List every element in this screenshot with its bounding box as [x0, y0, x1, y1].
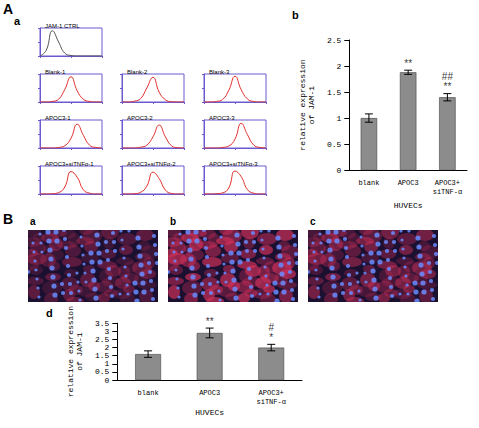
svg-text:relative expression: relative expression: [66, 306, 75, 397]
html-text:c: c: [310, 216, 316, 227]
svg-text:Blank-1: Blank-1: [45, 69, 66, 75]
svg-text:0: 0: [104, 376, 109, 385]
svg-text:**: **: [443, 81, 451, 92]
svg-text:of JAM-1: of JAM-1: [75, 332, 84, 371]
svg-text:APOC3: APOC3: [398, 179, 419, 187]
svg-text:0: 0: [336, 166, 341, 175]
svg-text:APOC3-1: APOC3-1: [45, 115, 71, 121]
html-text:a: a: [14, 15, 21, 27]
svg-text:APOC3-2: APOC3-2: [127, 115, 153, 121]
svg-text:Blank-3: Blank-3: [209, 69, 230, 75]
svg-text:relative expression: relative expression: [298, 59, 307, 150]
svg-text:of JAM-1: of JAM-1: [307, 86, 316, 125]
svg-text:1.5: 1.5: [95, 351, 110, 360]
svg-text:1: 1: [336, 114, 341, 123]
svg-text:APOC3+: APOC3+: [435, 179, 460, 187]
svg-text:2.5: 2.5: [327, 36, 342, 45]
svg-text:**: **: [206, 316, 214, 327]
svg-text:APOC3: APOC3: [199, 389, 220, 397]
svg-text:HUVECs: HUVECs: [195, 408, 224, 417]
svg-text:2: 2: [336, 62, 341, 71]
svg-text:APOC3-3: APOC3-3: [209, 115, 235, 121]
svg-text:2: 2: [104, 343, 109, 352]
svg-text:siTNF-α: siTNF-α: [257, 398, 286, 406]
svg-text:HUVECs: HUVECs: [394, 201, 423, 210]
html-text:b: b: [170, 216, 177, 227]
svg-text:blank: blank: [358, 179, 379, 187]
svg-text:**: **: [404, 58, 412, 69]
svg-text:Blank-2: Blank-2: [127, 69, 148, 75]
html-text:b: b: [292, 9, 299, 21]
svg-text:1.5: 1.5: [327, 88, 342, 97]
html-text:d: d: [46, 307, 53, 319]
svg-text:blank: blank: [138, 389, 159, 397]
svg-text:2.5: 2.5: [95, 335, 110, 344]
svg-text:1: 1: [104, 359, 109, 368]
svg-text:3: 3: [104, 327, 109, 336]
svg-text:*: *: [269, 332, 273, 343]
svg-text:0.5: 0.5: [327, 140, 342, 149]
svg-text:JAM-1 CTRL: JAM-1 CTRL: [45, 23, 80, 29]
html-text:A: A: [3, 1, 14, 17]
html-text:a: a: [30, 216, 36, 227]
svg-text:siTNF-α: siTNF-α: [433, 188, 462, 196]
svg-text:APOC3+siTNFα-1: APOC3+siTNFα-1: [45, 161, 94, 167]
html-text:B: B: [3, 211, 14, 227]
svg-text:3.5: 3.5: [95, 319, 110, 328]
svg-text:APOC3+siTNFα-3: APOC3+siTNFα-3: [209, 161, 258, 167]
svg-text:APOC3+siTNFα-2: APOC3+siTNFα-2: [127, 161, 176, 167]
svg-text:APOC3+: APOC3+: [259, 389, 284, 397]
svg-text:0.5: 0.5: [95, 367, 110, 376]
